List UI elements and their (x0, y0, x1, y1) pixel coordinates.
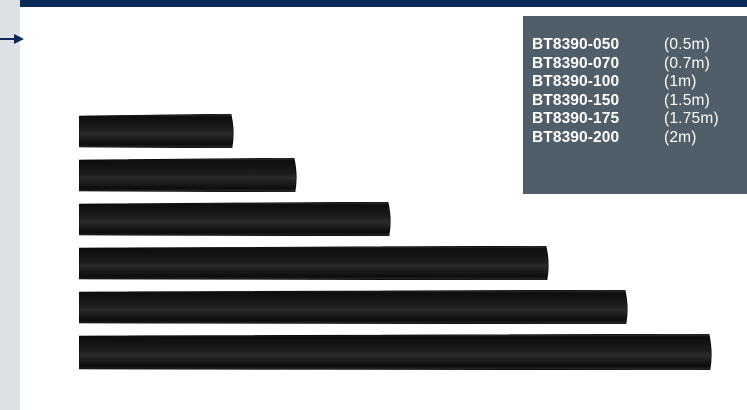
spec-code: BT8390-100 (532, 73, 620, 91)
tube-070 (79, 158, 300, 192)
tube-100 (79, 202, 394, 236)
spec-row-070: BT8390-070 (0.7m) (532, 55, 747, 74)
spec-row-050: BT8390-050 (0.5m) (532, 36, 747, 55)
spec-code: BT8390-070 (532, 54, 620, 72)
spec-code: BT8390-175 (532, 110, 620, 128)
spec-length: (0.7m) (664, 54, 710, 72)
spec-code: BT8390-050 (532, 36, 620, 53)
spec-length: (0.5m) (664, 36, 710, 53)
spec-row-150: BT8390-150 (1.5m) (532, 92, 747, 111)
spec-code: BT8390-150 (532, 91, 620, 109)
spec-length: (2m) (664, 128, 697, 146)
spec-code: BT8390-200 (532, 128, 620, 146)
spec-table: BT8390-050 (0.5m) BT8390-070 (0.7m) BT83… (523, 16, 747, 194)
spec-length: (1m) (664, 73, 697, 91)
spec-length: (1.75m) (664, 110, 719, 128)
side-rail (0, 0, 20, 410)
tube-150 (79, 246, 552, 280)
header-bar (20, 0, 747, 7)
tube-175 (79, 290, 631, 324)
tube-050 (79, 114, 237, 148)
spec-row-200: BT8390-200 (2m) (532, 129, 747, 148)
tube-200 (79, 334, 715, 370)
spec-row-175: BT8390-175 (1.75m) (532, 110, 747, 129)
arrow-right-icon (0, 34, 24, 44)
spec-length: (1.5m) (664, 91, 710, 109)
spec-row-100: BT8390-100 (1m) (532, 73, 747, 92)
